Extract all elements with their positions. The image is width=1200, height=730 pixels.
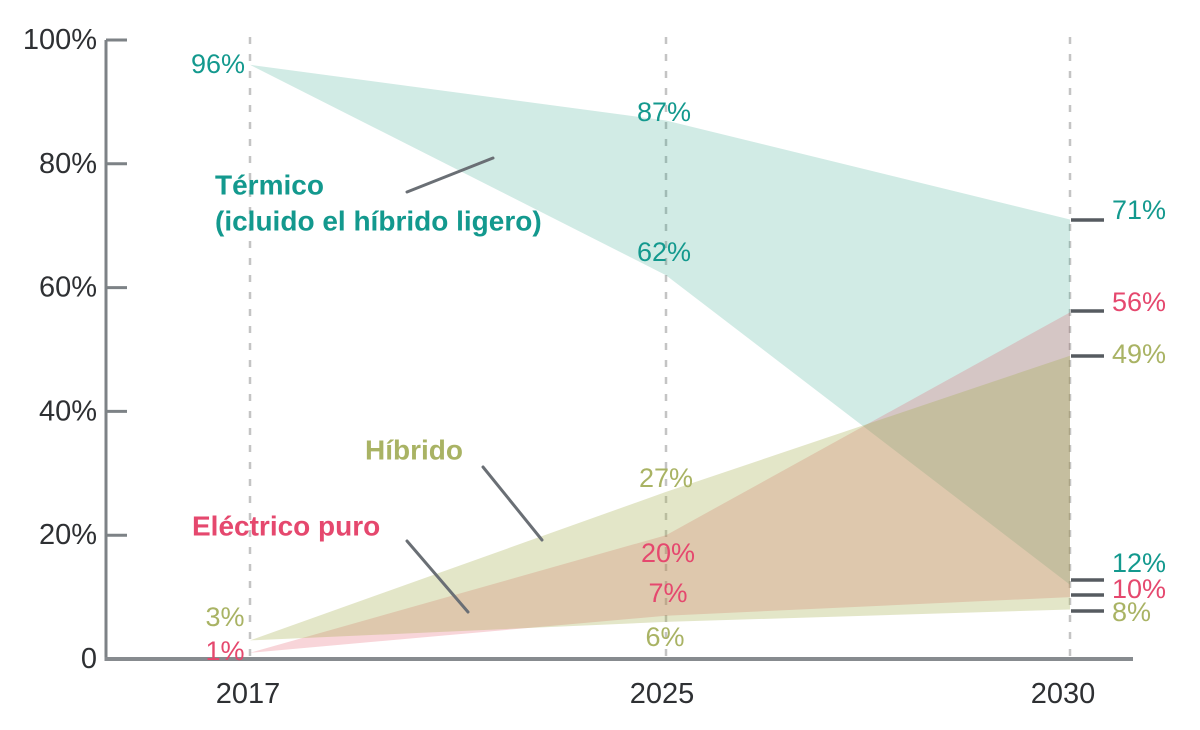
y-axis-label-100: 100%	[23, 24, 97, 56]
termico-legend-label: (icluido el híbrido ligero)	[215, 206, 542, 237]
y-axis-label-0: 0	[81, 643, 97, 675]
termico-legend-label: Térmico	[215, 170, 324, 201]
electrico-value-label-7%: 7%	[648, 578, 687, 608]
areas-group	[250, 64, 1070, 653]
termico-value-label-71%: 71%	[1112, 195, 1166, 225]
y-axis-label-80: 80%	[39, 148, 97, 180]
right-ticks-group	[1071, 218, 1104, 613]
value-labels-group: 96% 87% 62% 71% 12% 1% 20% 7% 56% 10% 3% 27% 6% 49% 8%	[191, 49, 1166, 666]
hibrido-legend-label: Híbrido	[365, 435, 463, 466]
termico-area	[250, 64, 1070, 585]
axes-group	[104, 38, 1133, 661]
termico-leader-line	[405, 156, 495, 194]
termico-value-label-12%: 12%	[1112, 548, 1166, 578]
hibrido-area	[250, 355, 1070, 641]
hibrido-value-label-8%: 8%	[1112, 597, 1151, 627]
electrico-leader-line	[405, 539, 470, 614]
electrico-value-label-1%: 1%	[205, 636, 244, 666]
hibrido-leader-line	[481, 465, 544, 542]
x-axis-label-2025: 2025	[630, 678, 695, 710]
electrico-legend-label: Eléctrico puro	[192, 511, 380, 542]
termico-value-label-87%: 87%	[637, 97, 691, 127]
electrico-value-label-56%: 56%	[1112, 287, 1166, 317]
electrico-value-label-10%: 10%	[1112, 574, 1166, 604]
x-axis-label-2030: 2030	[1031, 678, 1096, 710]
hibrido-value-label-6%: 6%	[645, 622, 684, 652]
y-axis-label-20: 20%	[39, 519, 97, 551]
electrico-value-label-20%: 20%	[641, 538, 695, 568]
termico-value-label-62%: 62%	[637, 237, 691, 267]
y-axis-label-60: 60%	[39, 272, 97, 304]
legend-group: Térmico (icluido el híbrido ligero) Eléctr…	[192, 156, 544, 614]
hibrido-value-label-49%: 49%	[1112, 339, 1166, 369]
termico-value-label-96%: 96%	[191, 49, 245, 79]
electrico-area	[250, 312, 1070, 653]
gridlines-group	[248, 37, 1072, 659]
axis-labels-group: 100% 80% 60% 40% 20% 0 2017 2025 2030	[23, 24, 1095, 710]
x-axis-label-2017: 2017	[216, 678, 281, 710]
hibrido-value-label-27%: 27%	[639, 463, 693, 493]
hibrido-value-label-3%: 3%	[205, 602, 244, 632]
y-axis-label-40: 40%	[39, 395, 97, 427]
